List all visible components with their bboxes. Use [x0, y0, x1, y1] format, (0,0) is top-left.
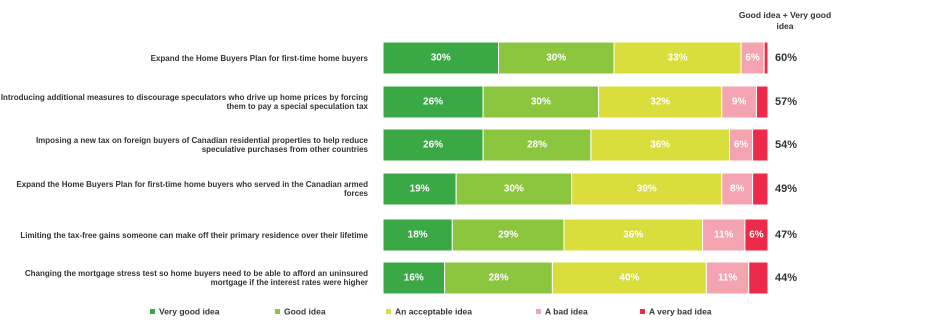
- bar-segment: [721, 85, 757, 119]
- category-label: Introducing additional measures to disco…: [0, 93, 368, 111]
- bar-segment: [444, 261, 553, 295]
- legend-label: Good idea: [284, 306, 326, 316]
- bar-segment: [571, 172, 723, 206]
- segment-label: 36%: [650, 140, 670, 151]
- total-label: 44%: [775, 272, 797, 284]
- bar-segment: [744, 218, 769, 252]
- bar-segment: [382, 41, 499, 75]
- segment-label: 6%: [749, 230, 764, 241]
- segment-label: 39%: [637, 184, 657, 195]
- segment-label: 32%: [650, 97, 670, 108]
- category-label: Limiting the tax-free gains someone can …: [20, 230, 368, 240]
- bar-segment: [563, 218, 704, 252]
- segment-label: 6%: [734, 140, 749, 151]
- legend-swatch: [640, 309, 645, 314]
- segment-label: 11%: [718, 273, 738, 284]
- legend-label: A very bad idea: [649, 306, 712, 316]
- bar-segment: [748, 261, 769, 295]
- bar-segment: [763, 41, 769, 75]
- bar-segment: [482, 128, 592, 162]
- total-label: 54%: [775, 139, 797, 151]
- total-label: 49%: [775, 183, 797, 195]
- category-label: Expand the Home Buyers Plan for first-ti…: [150, 53, 368, 63]
- segment-label: 30%: [504, 184, 524, 195]
- segment-label: 30%: [431, 53, 451, 64]
- bar-segment: [702, 218, 746, 252]
- total-label: 47%: [775, 229, 797, 241]
- totals-title: Good idea + Very good idea: [738, 10, 832, 31]
- legend-swatch: [386, 309, 391, 314]
- bar-segment: [498, 41, 615, 75]
- segment-label: 26%: [423, 97, 443, 108]
- segment-label: 33%: [668, 53, 688, 64]
- segment-label: 28%: [488, 273, 508, 284]
- segment-label: 30%: [531, 97, 551, 108]
- legend-label: Very good idea: [159, 306, 220, 316]
- segment-label: 26%: [423, 140, 443, 151]
- legend-label: An acceptable idea: [395, 306, 472, 316]
- legend-swatch: [536, 309, 541, 314]
- total-label: 60%: [775, 52, 797, 64]
- segment-label: 19%: [410, 184, 430, 195]
- bar-segment: [382, 261, 446, 295]
- bar-segment: [752, 128, 769, 162]
- bar-segment: [721, 172, 754, 206]
- segment-label: 11%: [714, 230, 734, 241]
- bar-segment: [755, 85, 769, 119]
- legend-swatch: [150, 309, 155, 314]
- category-label: Expand the Home Buyers Plan for first-ti…: [16, 180, 368, 198]
- bar-segment: [551, 261, 707, 295]
- bar-segment: [752, 172, 769, 206]
- segment-label: 40%: [619, 273, 639, 284]
- category-label: Changing the mortgage stress test so hom…: [24, 269, 368, 287]
- segment-label: 28%: [527, 140, 547, 151]
- segment-label: 36%: [623, 230, 643, 241]
- segment-label: 16%: [404, 273, 424, 284]
- bar-segment: [613, 41, 742, 75]
- segment-label: 30%: [546, 53, 566, 64]
- bar-segment: [382, 218, 453, 252]
- legend-swatch: [275, 309, 280, 314]
- bar-segment: [455, 172, 573, 206]
- total-label: 57%: [775, 96, 797, 108]
- segment-label: 29%: [498, 230, 518, 241]
- segment-label: 18%: [408, 230, 428, 241]
- bar-segment: [382, 85, 484, 119]
- bar-segment: [451, 218, 565, 252]
- bar-segment: [590, 128, 731, 162]
- bar-segment: [382, 128, 484, 162]
- category-label: Imposing a new tax on foreign buyers of …: [35, 136, 368, 154]
- segment-label: 8%: [730, 184, 745, 195]
- legend-label: A bad idea: [545, 306, 588, 316]
- segment-label: 9%: [732, 97, 747, 108]
- segment-label: 6%: [745, 53, 760, 64]
